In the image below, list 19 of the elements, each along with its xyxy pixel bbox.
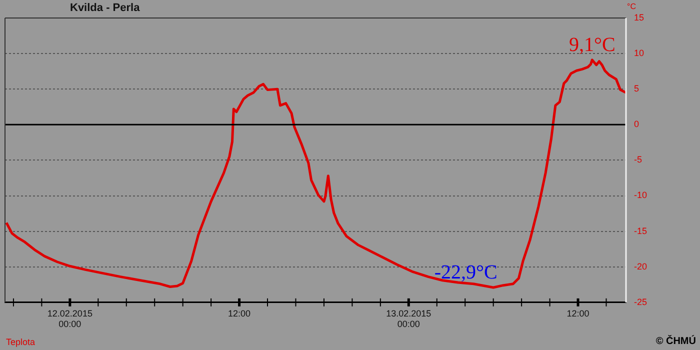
x-tick-label: 12.02.2015 00:00 <box>47 308 92 330</box>
x-tick-label: 12:00 <box>228 308 251 318</box>
y-tick-label: 15 <box>634 12 644 22</box>
text: © ČHMÚ <box>656 336 696 347</box>
annotation: 9,1°C <box>568 34 616 56</box>
y-tick-label: -5 <box>634 154 642 165</box>
y-tick-label: 0 <box>634 119 640 130</box>
y-tick-label: 10 <box>634 48 644 58</box>
text: Teplota <box>6 337 36 347</box>
y-axis-title: °C <box>627 2 636 11</box>
y-tick-label: -15 <box>634 226 648 236</box>
y-tick-label: -25 <box>634 296 648 307</box>
annotation: -22,9°C <box>434 262 498 284</box>
x-tick-label: 13.02.2015 00:00 <box>386 308 432 330</box>
y-tick-label: -10 <box>634 190 648 200</box>
x-tick-label: 12:00 <box>566 308 590 318</box>
chart-title: Kvilda - Perla <box>70 2 140 14</box>
y-tick-label: 5 <box>634 84 640 94</box>
y-tick-label: -20 <box>634 261 648 272</box>
